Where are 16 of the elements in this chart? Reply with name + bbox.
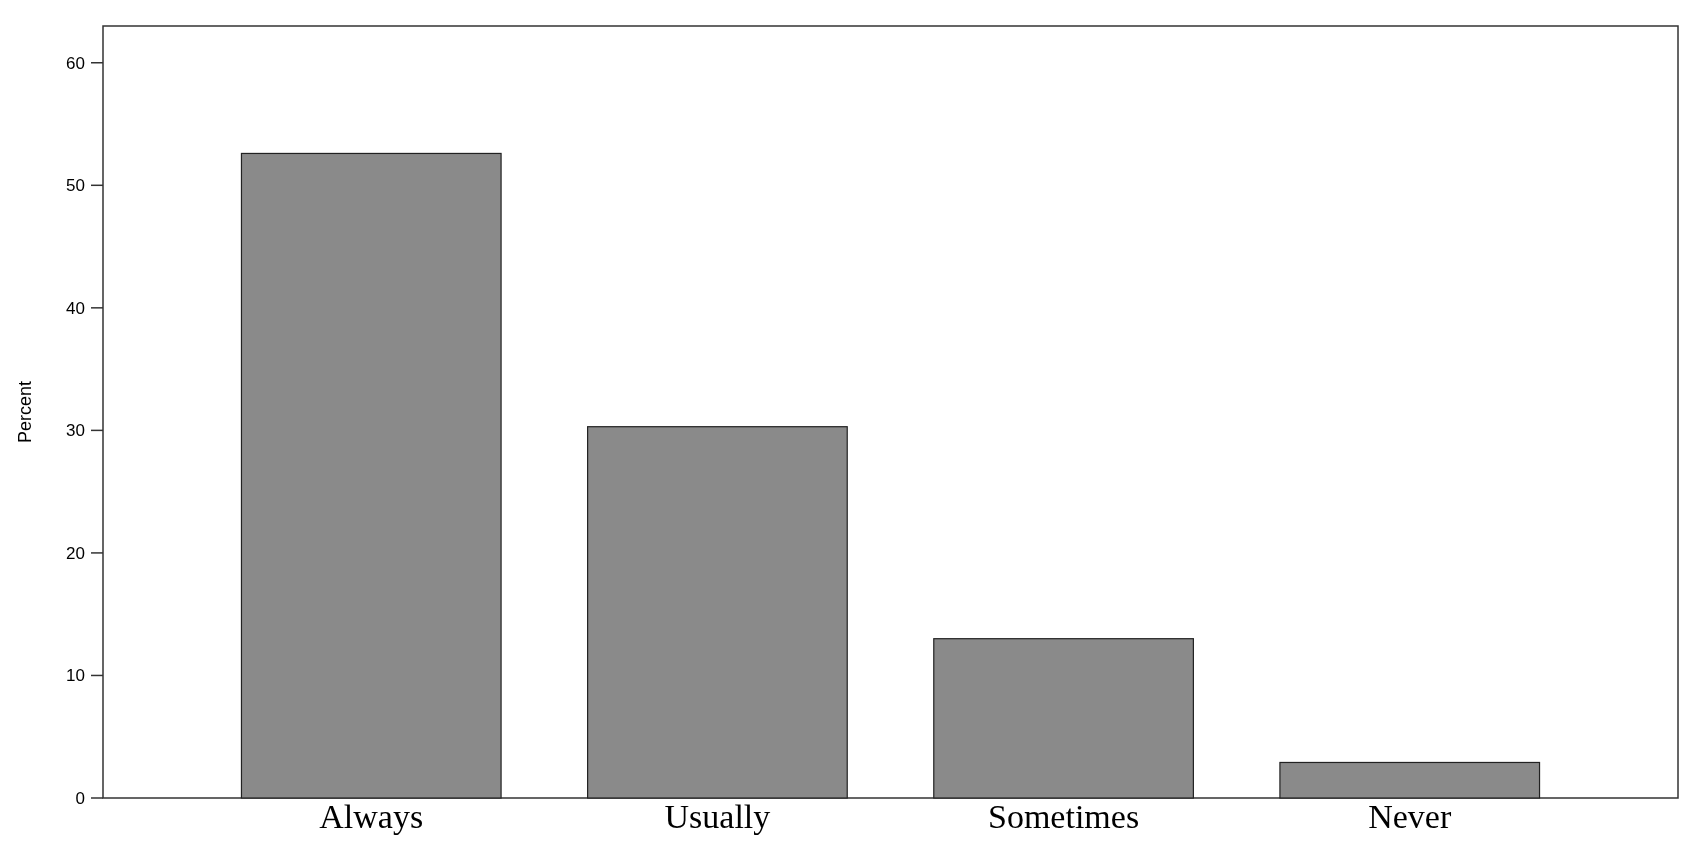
- x-tick-label: Usually: [664, 798, 771, 835]
- y-tick-label: 20: [66, 543, 85, 563]
- x-tick-label: Never: [1368, 798, 1452, 835]
- y-tick-label: 0: [75, 788, 85, 808]
- y-tick-label: 60: [66, 53, 85, 73]
- x-tick-label: Always: [319, 798, 424, 835]
- x-tick-label: Sometimes: [988, 798, 1140, 835]
- y-tick-label: 10: [66, 666, 85, 686]
- y-tick-label: 30: [66, 421, 85, 441]
- bar: [240, 152, 502, 799]
- y-tick-label: 40: [66, 298, 85, 318]
- y-tick-label: 50: [66, 176, 85, 196]
- bar: [587, 426, 848, 799]
- bar: [933, 638, 1194, 799]
- y-axis-title: Percent: [15, 380, 35, 444]
- bar: [1279, 761, 1541, 799]
